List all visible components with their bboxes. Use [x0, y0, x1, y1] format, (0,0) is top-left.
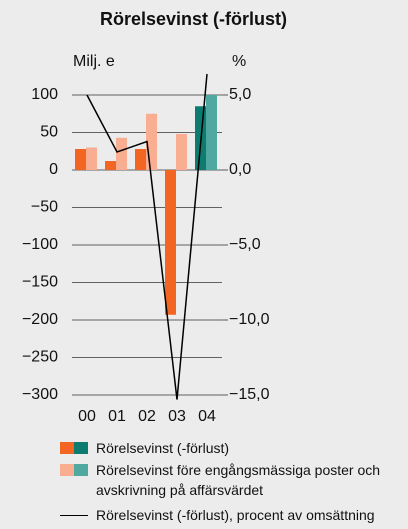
- legend-swatch: [60, 442, 74, 454]
- y-tick-label: −200: [22, 311, 58, 328]
- x-tick-label: 02: [138, 408, 156, 425]
- x-tick-label: 00: [78, 408, 96, 425]
- bar: [105, 161, 116, 170]
- legend-swatch: [74, 442, 88, 454]
- line: [86, 73, 208, 400]
- legend-item: Rörelsevinst (-förlust), procent av omsä…: [60, 505, 375, 525]
- y-axis-label: Milj. e: [73, 53, 115, 70]
- y-tick-label: −100: [22, 236, 58, 253]
- legend-swatch: [60, 464, 74, 476]
- y-tick-label: −50: [31, 199, 58, 216]
- legend-swatch: [74, 464, 88, 476]
- legend-label: Rörelsevinst (-förlust), procent av omsä…: [96, 507, 375, 523]
- legend-item: Rörelsevinst före engångsmässiga poster …: [60, 460, 386, 500]
- bar: [135, 149, 146, 170]
- legend-item: Rörelsevinst (-förlust): [60, 438, 229, 458]
- bar: [86, 147, 97, 170]
- y-tick-label: −150: [22, 274, 58, 291]
- bar: [146, 113, 157, 170]
- y-tick-label: −250: [22, 349, 58, 366]
- y-tick-label: 100: [31, 86, 58, 103]
- y2-tick-label: −5,0: [229, 236, 261, 253]
- y2-tick-label: 0,0: [229, 161, 251, 178]
- chart: Rörelsevinst (-förlust) Milj. e % 100 50 0…: [22, 9, 287, 425]
- bar: [116, 137, 127, 170]
- y2-tick-label: −15,0: [229, 386, 270, 403]
- chart-title: Rörelsevinst (-förlust): [100, 9, 287, 29]
- x-tick-label: 04: [198, 408, 216, 425]
- bar: [165, 170, 176, 315]
- legend-swatch: [60, 515, 88, 516]
- legend-label: Rörelsevinst före engångsmässiga poster …: [96, 462, 381, 498]
- legend-label: Rörelsevinst (-förlust): [96, 440, 230, 456]
- bar: [176, 134, 187, 170]
- y-tick-label: −300: [22, 386, 58, 403]
- y2-tick-label: −10,0: [229, 311, 270, 328]
- x-tick-label: 01: [108, 408, 126, 425]
- x-tick-label: 03: [168, 408, 186, 425]
- bar: [206, 95, 217, 170]
- y2-tick-label: 5,0: [229, 86, 251, 103]
- y2-axis-label: %: [232, 53, 246, 70]
- y-tick-label: 50: [40, 124, 58, 141]
- y-tick-label: 0: [49, 161, 58, 178]
- bar: [75, 149, 86, 170]
